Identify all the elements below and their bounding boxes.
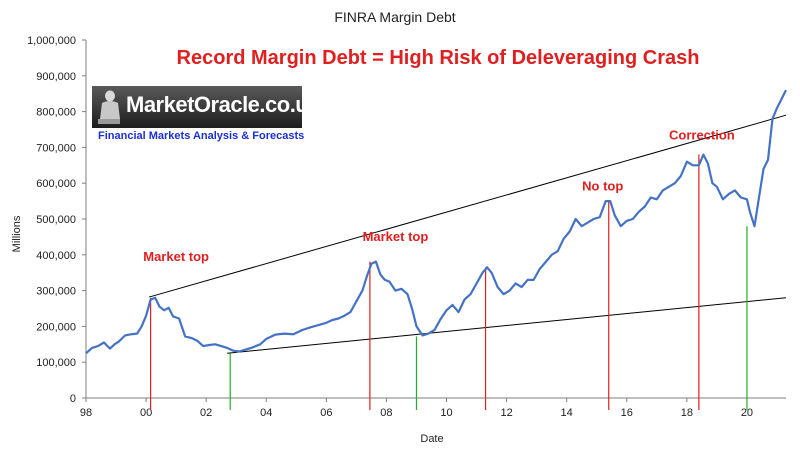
- y-tick-label: 600,000: [36, 178, 76, 190]
- x-tick-label: 02: [200, 407, 212, 419]
- x-tick-label: 14: [561, 407, 573, 419]
- annotation-label: Market top: [143, 249, 209, 264]
- y-tick-label: 1,000,000: [27, 35, 76, 47]
- logo-tagline: Financial Markets Analysis & Forecasts: [98, 130, 305, 142]
- x-axis-label: Date: [420, 433, 443, 445]
- annotations: Market top Market top No top Correction: [143, 128, 735, 264]
- oracle-statue-icon: [98, 90, 120, 124]
- trendline: [227, 297, 787, 354]
- logo-banner: MarketOracle.co.uk: [92, 86, 320, 128]
- annotation-label: Correction: [669, 128, 735, 143]
- x-tick-label: 98: [80, 407, 92, 419]
- headline-annotation: Record Margin Debt = High Risk of Deleve…: [177, 47, 700, 69]
- x-tick-label: 04: [260, 407, 272, 419]
- x-tick-label: 00: [140, 407, 152, 419]
- annotation-label: Market top: [363, 229, 429, 244]
- y-tick-label: 100,000: [36, 357, 76, 369]
- marketoracle-logo: MarketOracle.co.uk Financial Markets Ana…: [92, 86, 320, 146]
- annotation-label: No top: [582, 178, 623, 193]
- data-series: [85, 89, 787, 355]
- x-tick-label: 08: [380, 407, 392, 419]
- y-tick-label: 900,000: [36, 71, 76, 83]
- x-tick-label: 18: [681, 407, 693, 419]
- margin-debt-line: [85, 89, 787, 355]
- y-tick-label: 300,000: [36, 286, 76, 298]
- y-tick-label: 0: [70, 393, 76, 405]
- y-tick-label: 200,000: [36, 321, 76, 333]
- x-tick-label: 12: [500, 407, 512, 419]
- y-tick-label: 800,000: [36, 107, 76, 119]
- x-tick-label: 16: [621, 407, 633, 419]
- chart-title: FINRA Margin Debt: [334, 9, 455, 25]
- y-tick-label: 700,000: [36, 142, 76, 154]
- x-tick-label: 06: [320, 407, 332, 419]
- trendlines: [148, 114, 787, 354]
- y-axis-label: Millions: [11, 215, 23, 252]
- y-tick-label: 500,000: [36, 214, 76, 226]
- y-tick-label: 400,000: [36, 250, 76, 262]
- axes: 0 100,000 200,000 300,000 400,000 500,000 600,…: [27, 35, 786, 419]
- x-tick-label: 20: [741, 407, 753, 419]
- vertical-markers: [149, 154, 748, 410]
- logo-name: MarketOracle.co.uk: [126, 92, 320, 117]
- x-tick-label: 10: [440, 407, 452, 419]
- trendline: [148, 114, 787, 298]
